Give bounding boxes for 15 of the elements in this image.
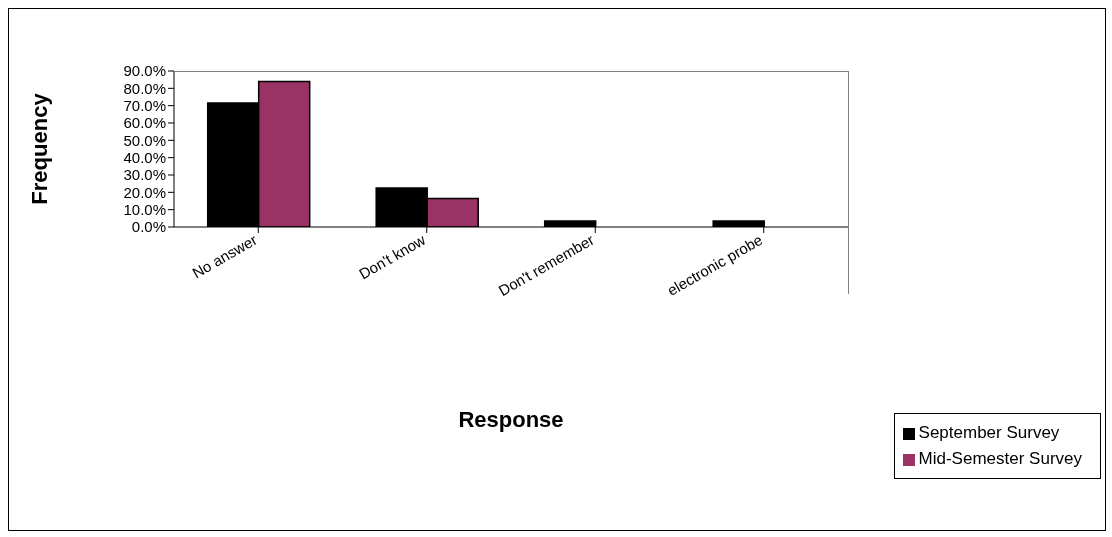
- y-tick-label: 60.0%: [123, 114, 166, 132]
- y-axis-title: Frequency: [26, 92, 52, 205]
- y-tick-label: 80.0%: [123, 79, 166, 97]
- y-tick-label: 40.0%: [123, 148, 166, 166]
- x-axis-title: Response: [458, 407, 564, 432]
- y-tick-label: 50.0%: [123, 131, 166, 149]
- legend-label: Mid-Semester Survey: [918, 449, 1082, 468]
- y-tick-label: 30.0%: [123, 166, 166, 184]
- y-tick-label: 70.0%: [123, 96, 166, 114]
- y-tick-label: 90.0%: [123, 62, 166, 80]
- y-tick-label: 10.0%: [123, 200, 166, 218]
- legend-label: September Survey: [918, 423, 1060, 442]
- y-tick-label: 20.0%: [123, 183, 166, 201]
- x-tick-label: Don't know: [355, 230, 429, 283]
- y-tick-label: 0.0%: [131, 218, 166, 236]
